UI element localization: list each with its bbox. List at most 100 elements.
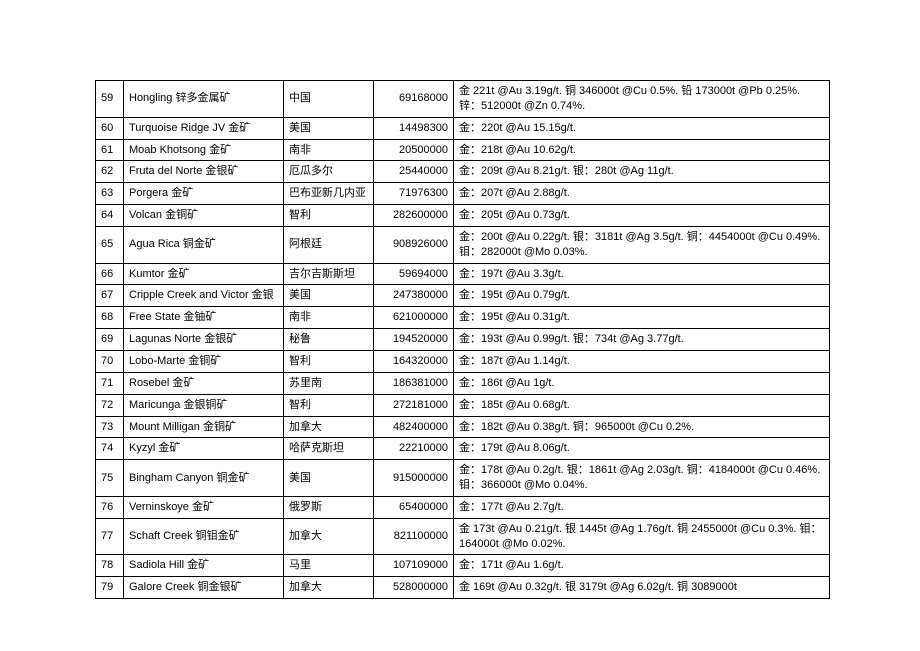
description: 金：186t @Au 1g/t. bbox=[454, 372, 830, 394]
table-row: 73Mount Milligan 金铜矿加拿大482400000金：182t @… bbox=[96, 416, 830, 438]
description: 金：197t @Au 3.3g/t. bbox=[454, 263, 830, 285]
row-index: 60 bbox=[96, 117, 124, 139]
reserve-value: 272181000 bbox=[374, 394, 454, 416]
description: 金：193t @Au 0.99g/t. 银：734t @Ag 3.77g/t. bbox=[454, 329, 830, 351]
country: 巴布亚新几内亚 bbox=[284, 183, 374, 205]
mine-name: Mount Milligan 金铜矿 bbox=[124, 416, 284, 438]
reserve-value: 915000000 bbox=[374, 460, 454, 497]
country: 秘鲁 bbox=[284, 329, 374, 351]
row-index: 73 bbox=[96, 416, 124, 438]
row-index: 77 bbox=[96, 518, 124, 555]
page: 59Hongling 锌多金属矿中国69168000金 221t @Au 3.1… bbox=[0, 0, 920, 599]
row-index: 72 bbox=[96, 394, 124, 416]
mine-name: Galore Creek 铜金银矿 bbox=[124, 577, 284, 599]
row-index: 68 bbox=[96, 307, 124, 329]
table-row: 70Lobo-Marte 金铜矿智利164320000金：187t @Au 1.… bbox=[96, 350, 830, 372]
reserve-value: 22210000 bbox=[374, 438, 454, 460]
country: 美国 bbox=[284, 117, 374, 139]
mine-name: Rosebel 金矿 bbox=[124, 372, 284, 394]
table-row: 77Schaft Creek 铜钼金矿加拿大821100000金 173t @A… bbox=[96, 518, 830, 555]
table-row: 71Rosebel 金矿苏里南186381000金：186t @Au 1g/t. bbox=[96, 372, 830, 394]
reserve-value: 282600000 bbox=[374, 205, 454, 227]
row-index: 75 bbox=[96, 460, 124, 497]
description: 金 169t @Au 0.32g/t. 银 3179t @Ag 6.02g/t.… bbox=[454, 577, 830, 599]
row-index: 61 bbox=[96, 139, 124, 161]
mine-name: Volcan 金铜矿 bbox=[124, 205, 284, 227]
table-row: 59Hongling 锌多金属矿中国69168000金 221t @Au 3.1… bbox=[96, 81, 830, 118]
mine-name: Maricunga 金银铜矿 bbox=[124, 394, 284, 416]
reserve-value: 59694000 bbox=[374, 263, 454, 285]
country: 美国 bbox=[284, 460, 374, 497]
row-index: 76 bbox=[96, 496, 124, 518]
description: 金：179t @Au 8.06g/t. bbox=[454, 438, 830, 460]
table-row: 61Moab Khotsong 金矿南非20500000金：218t @Au 1… bbox=[96, 139, 830, 161]
reserve-value: 25440000 bbox=[374, 161, 454, 183]
reserve-value: 14498300 bbox=[374, 117, 454, 139]
reserve-value: 194520000 bbox=[374, 329, 454, 351]
country: 加拿大 bbox=[284, 416, 374, 438]
mine-name: Porgera 金矿 bbox=[124, 183, 284, 205]
mine-name: Cripple Creek and Victor 金银 bbox=[124, 285, 284, 307]
description: 金：178t @Au 0.2g/t. 银：1861t @Ag 2.03g/t. … bbox=[454, 460, 830, 497]
description: 金：187t @Au 1.14g/t. bbox=[454, 350, 830, 372]
table-row: 67Cripple Creek and Victor 金银美国247380000… bbox=[96, 285, 830, 307]
row-index: 66 bbox=[96, 263, 124, 285]
mine-name: Hongling 锌多金属矿 bbox=[124, 81, 284, 118]
row-index: 71 bbox=[96, 372, 124, 394]
description: 金：218t @Au 10.62g/t. bbox=[454, 139, 830, 161]
table-row: 72Maricunga 金银铜矿智利272181000金：185t @Au 0.… bbox=[96, 394, 830, 416]
mine-name: Lagunas Norte 金银矿 bbox=[124, 329, 284, 351]
table-row: 74Kyzyl 金矿哈萨克斯坦22210000金：179t @Au 8.06g/… bbox=[96, 438, 830, 460]
row-index: 74 bbox=[96, 438, 124, 460]
country: 智利 bbox=[284, 394, 374, 416]
description: 金：177t @Au 2.7g/t. bbox=[454, 496, 830, 518]
country: 加拿大 bbox=[284, 577, 374, 599]
country: 哈萨克斯坦 bbox=[284, 438, 374, 460]
description: 金：185t @Au 0.68g/t. bbox=[454, 394, 830, 416]
table-row: 78Sadiola Hill 金矿马里107109000金：171t @Au 1… bbox=[96, 555, 830, 577]
reserve-value: 69168000 bbox=[374, 81, 454, 118]
reserve-value: 482400000 bbox=[374, 416, 454, 438]
country: 阿根廷 bbox=[284, 226, 374, 263]
row-index: 79 bbox=[96, 577, 124, 599]
mine-name: Lobo-Marte 金铜矿 bbox=[124, 350, 284, 372]
country: 美国 bbox=[284, 285, 374, 307]
row-index: 65 bbox=[96, 226, 124, 263]
country: 智利 bbox=[284, 205, 374, 227]
country: 马里 bbox=[284, 555, 374, 577]
country: 厄瓜多尔 bbox=[284, 161, 374, 183]
table-row: 68Free State 金铀矿南非621000000金：195t @Au 0.… bbox=[96, 307, 830, 329]
description: 金：220t @Au 15.15g/t. bbox=[454, 117, 830, 139]
description: 金：195t @Au 0.31g/t. bbox=[454, 307, 830, 329]
table-row: 76Verninskoye 金矿俄罗斯65400000金：177t @Au 2.… bbox=[96, 496, 830, 518]
description: 金 221t @Au 3.19g/t. 铜 346000t @Cu 0.5%. … bbox=[454, 81, 830, 118]
reserve-value: 186381000 bbox=[374, 372, 454, 394]
reserve-value: 528000000 bbox=[374, 577, 454, 599]
table-row: 69Lagunas Norte 金银矿秘鲁194520000金：193t @Au… bbox=[96, 329, 830, 351]
country: 智利 bbox=[284, 350, 374, 372]
row-index: 78 bbox=[96, 555, 124, 577]
table-body: 59Hongling 锌多金属矿中国69168000金 221t @Au 3.1… bbox=[96, 81, 830, 599]
row-index: 64 bbox=[96, 205, 124, 227]
row-index: 70 bbox=[96, 350, 124, 372]
mine-name: Kyzyl 金矿 bbox=[124, 438, 284, 460]
table-row: 62Fruta del Norte 金银矿厄瓜多尔25440000金：209t … bbox=[96, 161, 830, 183]
description: 金：195t @Au 0.79g/t. bbox=[454, 285, 830, 307]
description: 金：171t @Au 1.6g/t. bbox=[454, 555, 830, 577]
country: 南非 bbox=[284, 139, 374, 161]
description: 金 173t @Au 0.21g/t. 银 1445t @Ag 1.76g/t.… bbox=[454, 518, 830, 555]
mine-name: Moab Khotsong 金矿 bbox=[124, 139, 284, 161]
description: 金：205t @Au 0.73g/t. bbox=[454, 205, 830, 227]
description: 金：200t @Au 0.22g/t. 银：3181t @Ag 3.5g/t. … bbox=[454, 226, 830, 263]
table-row: 79Galore Creek 铜金银矿加拿大528000000金 169t @A… bbox=[96, 577, 830, 599]
description: 金：209t @Au 8.21g/t. 银：280t @Ag 11g/t. bbox=[454, 161, 830, 183]
country: 俄罗斯 bbox=[284, 496, 374, 518]
table-row: 60Turquoise Ridge JV 金矿美国14498300金：220t … bbox=[96, 117, 830, 139]
mine-name: Free State 金铀矿 bbox=[124, 307, 284, 329]
row-index: 63 bbox=[96, 183, 124, 205]
table-row: 66Kumtor 金矿吉尔吉斯斯坦59694000金：197t @Au 3.3g… bbox=[96, 263, 830, 285]
table-row: 63Porgera 金矿巴布亚新几内亚71976300金：207t @Au 2.… bbox=[96, 183, 830, 205]
mine-name: Turquoise Ridge JV 金矿 bbox=[124, 117, 284, 139]
country: 中国 bbox=[284, 81, 374, 118]
reserve-value: 247380000 bbox=[374, 285, 454, 307]
